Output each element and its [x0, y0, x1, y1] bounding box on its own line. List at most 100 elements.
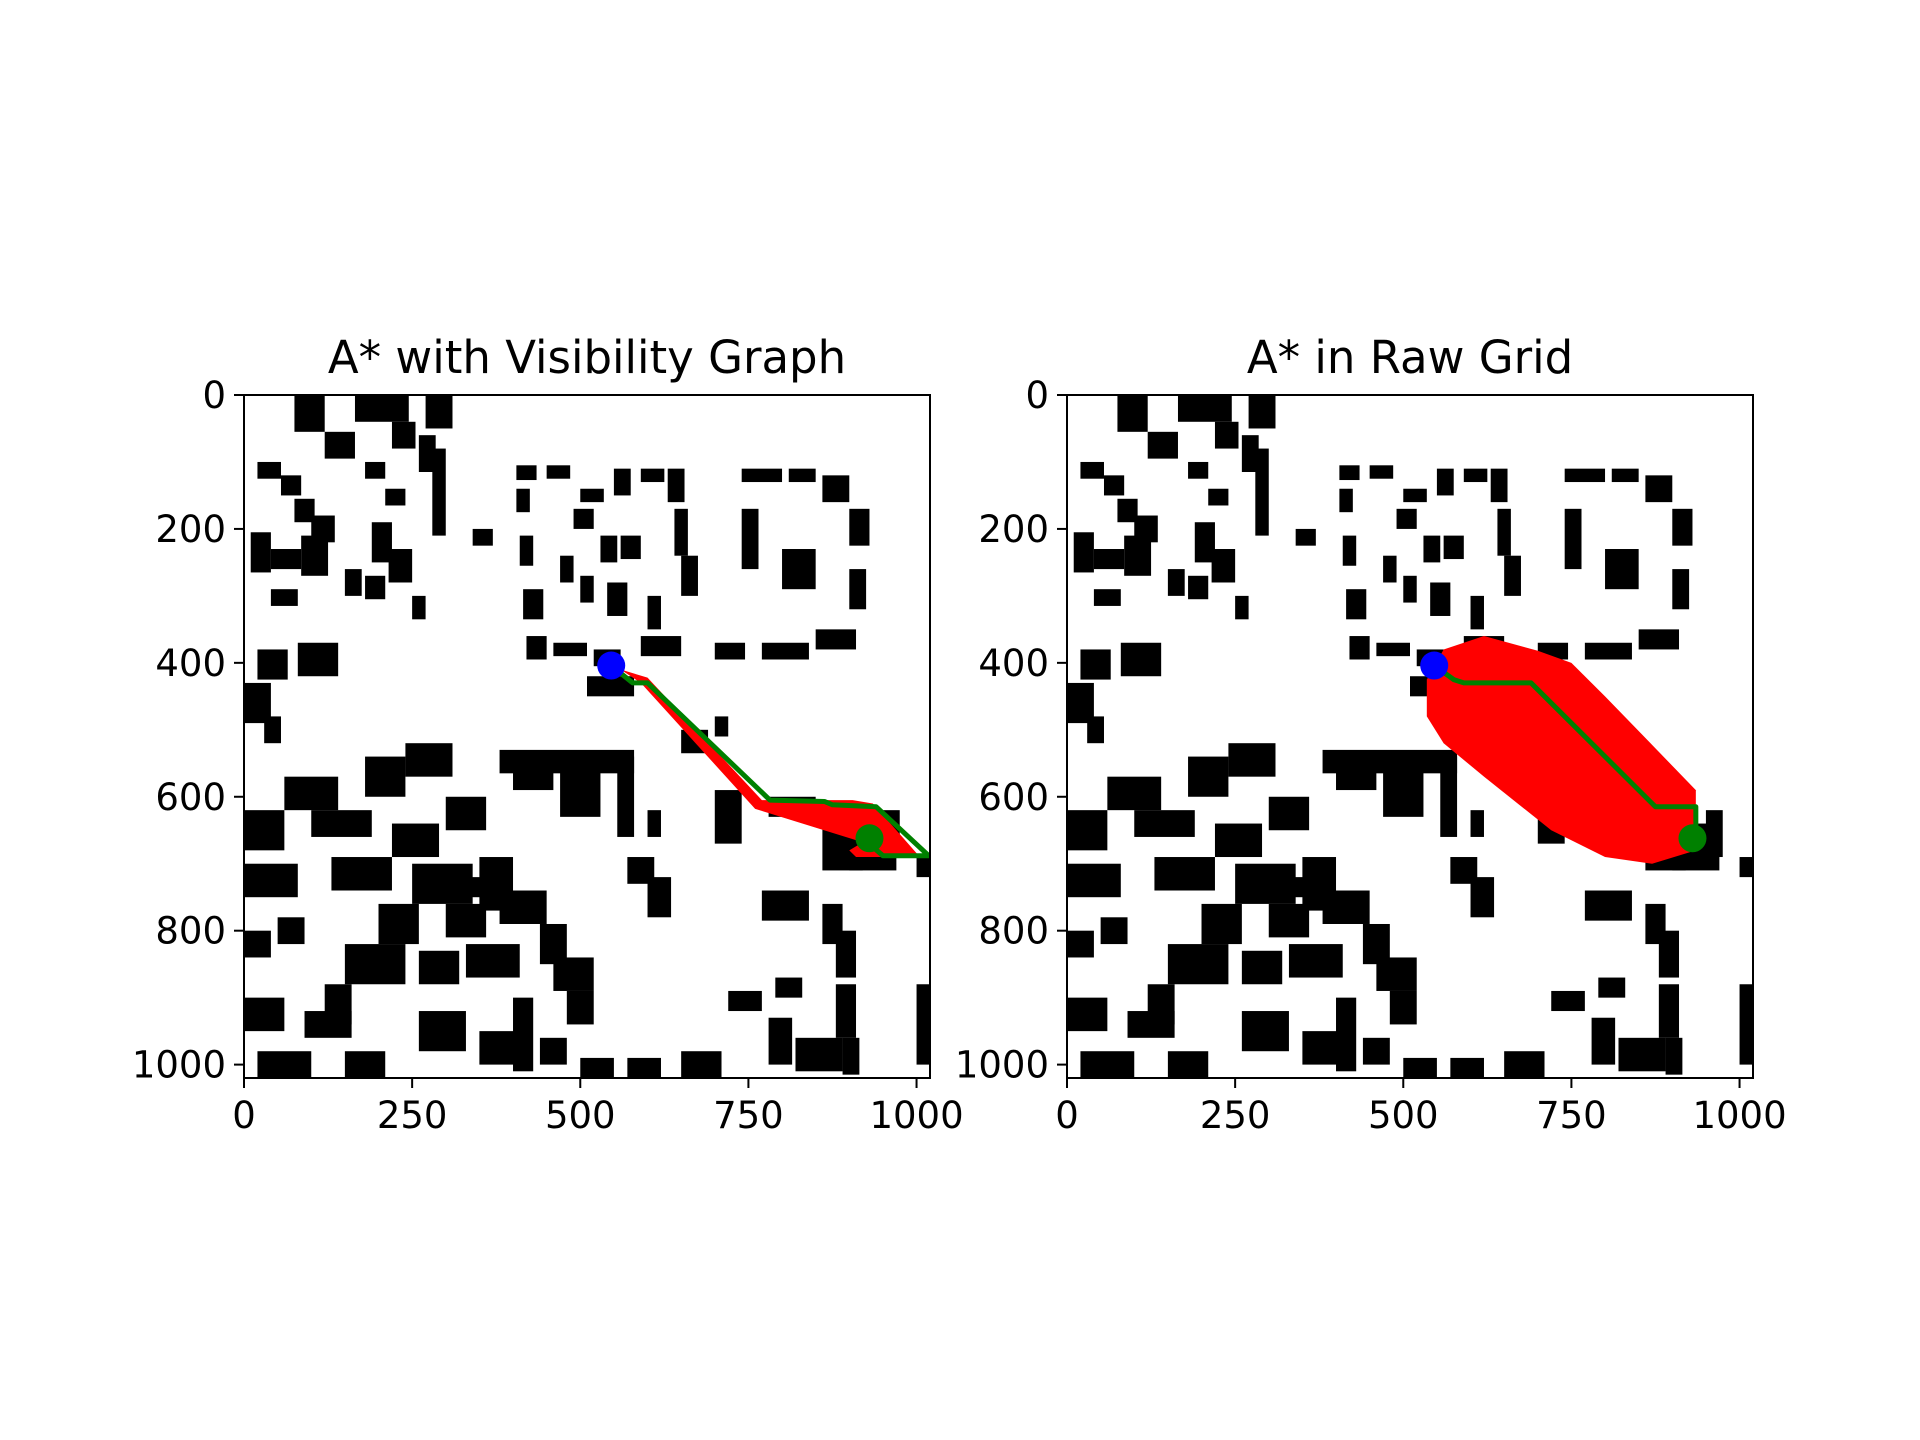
building-block	[1389, 990, 1417, 1025]
building-block	[1322, 890, 1370, 924]
building-block	[1564, 468, 1606, 483]
building-block	[418, 950, 460, 985]
goal-point	[1678, 824, 1707, 853]
building-block	[445, 903, 487, 938]
building-block	[1383, 555, 1397, 583]
building-block	[1342, 535, 1357, 566]
x-tick-label: 750	[1536, 1094, 1607, 1137]
building-block	[761, 890, 809, 921]
building-block	[1672, 569, 1690, 610]
building-block	[516, 488, 530, 513]
y-tick-label: 600	[155, 776, 226, 819]
building-block	[425, 395, 453, 429]
building-block	[580, 1057, 614, 1078]
building-block	[257, 461, 281, 479]
building-block	[405, 743, 453, 777]
x-tick-label: 1000	[1692, 1094, 1786, 1137]
building-block	[1463, 468, 1488, 483]
building-block	[344, 944, 406, 985]
building-block	[264, 716, 281, 744]
building-block	[1362, 1037, 1390, 1065]
building-block	[1241, 435, 1259, 473]
building-block	[546, 465, 571, 479]
building-block	[1396, 508, 1417, 529]
building-block	[1705, 810, 1723, 858]
building-block	[849, 508, 870, 546]
y-tick-label: 1000	[955, 1044, 1049, 1087]
building-block	[1167, 944, 1229, 985]
building-block	[432, 448, 446, 536]
building-block	[587, 676, 635, 697]
building-block	[1605, 549, 1639, 590]
building-block	[277, 917, 305, 945]
building-block	[788, 468, 816, 483]
plot-area	[244, 395, 930, 1078]
building-block	[600, 535, 618, 563]
building-block	[378, 903, 419, 945]
building-block	[1188, 575, 1209, 600]
building-block	[640, 636, 682, 657]
building-block	[371, 522, 392, 563]
building-block	[1598, 977, 1626, 998]
building-block	[627, 1057, 661, 1078]
building-block	[354, 395, 409, 422]
building-block	[714, 790, 742, 844]
building-block	[1067, 997, 1108, 1032]
y-tick-label: 200	[155, 508, 226, 551]
building-block	[1295, 528, 1316, 546]
axes-frame	[243, 394, 931, 1079]
axes-frame	[1066, 394, 1754, 1079]
building-block	[1403, 488, 1427, 503]
building-block	[1618, 1037, 1666, 1072]
y-tick-label: 1000	[132, 1044, 226, 1087]
building-block	[1117, 395, 1148, 432]
building-block	[1093, 589, 1121, 606]
building-block	[1067, 930, 1094, 958]
building-block	[1067, 810, 1108, 851]
building-block	[1248, 395, 1276, 429]
building-block	[1087, 716, 1104, 744]
building-block	[1564, 508, 1582, 570]
building-block	[1211, 549, 1236, 583]
building-block	[1167, 1051, 1209, 1078]
building-block	[1154, 857, 1215, 891]
building-block	[1658, 930, 1680, 978]
building-block	[728, 990, 762, 1012]
building-block	[842, 1037, 860, 1075]
building-block	[297, 642, 339, 677]
y-tick-label: 0	[1025, 374, 1049, 417]
building-block	[257, 1051, 312, 1078]
building-block	[1228, 743, 1276, 777]
building-block	[1470, 810, 1484, 837]
building-block	[849, 569, 867, 610]
building-block	[560, 769, 601, 817]
building-block	[1080, 461, 1104, 479]
building-block	[1214, 421, 1239, 449]
building-block	[1349, 636, 1370, 660]
building-block	[1584, 890, 1632, 921]
y-tick-label: 400	[978, 642, 1049, 685]
building-block	[560, 555, 574, 583]
building-block	[365, 756, 406, 797]
building-block	[1346, 589, 1367, 620]
building-block	[1080, 649, 1111, 680]
building-block	[344, 569, 362, 596]
y-tick-label: 0	[202, 374, 226, 417]
building-block	[1201, 903, 1242, 945]
building-block	[1241, 950, 1283, 985]
building-block	[244, 997, 285, 1032]
building-block	[1235, 863, 1296, 904]
start-point	[1420, 651, 1449, 680]
building-block	[1376, 642, 1410, 657]
building-block	[1093, 549, 1125, 570]
building-block	[1584, 642, 1632, 660]
building-block	[331, 857, 392, 891]
building-block	[513, 769, 554, 791]
building-block	[1665, 1037, 1683, 1075]
building-block	[516, 465, 537, 481]
building-block	[822, 475, 850, 503]
building-block	[1288, 944, 1343, 978]
